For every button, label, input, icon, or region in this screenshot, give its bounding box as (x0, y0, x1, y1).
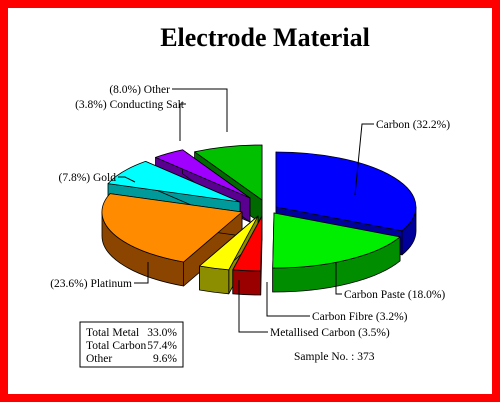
slice-label-metallised-carbon: Metallised Carbon (3.5%) (270, 327, 390, 339)
leader-line-carbon (354, 123, 374, 196)
leader-line-conducting-salt (179, 103, 186, 141)
slice-label-platinum: (23.6%) Platinum (50, 278, 132, 290)
slice-labels: Carbon (32.2%) Carbon Paste (18.0%) Carbon… (50, 84, 450, 339)
sample-number: Sample No. : 373 (294, 351, 375, 363)
summary-label-other: Other (86, 353, 112, 365)
slice-label-carbon-fibre: Carbon Fibre (3.2%) (312, 311, 408, 323)
summary-box: Total Metal 33.0% Total Carbon 57.4% Oth… (79, 321, 184, 368)
leader-line-other (172, 88, 228, 132)
leader-line-gold (118, 176, 136, 183)
slice-label-carbon: Carbon (32.2%) (376, 119, 450, 131)
slice-label-carbon-paste: Carbon Paste (18.0%) (344, 289, 445, 301)
leader-line-platinum (134, 262, 149, 284)
slice-label-conducting-salt: (3.8%) Conducting Salt (75, 99, 185, 111)
summary-box-border (79, 321, 184, 368)
summary-value-metal: 33.0% (147, 327, 177, 339)
chart-title: Electrode Material (160, 23, 370, 52)
summary-label-carbon: Total Carbon (86, 340, 146, 352)
summary-label-metal: Total Metal (86, 327, 139, 339)
leader-line-carbon-paste (335, 262, 342, 295)
slice-label-gold: (7.8%) Gold (59, 172, 117, 184)
summary-value-other: 9.6% (153, 353, 177, 365)
slice-label-other: (8.0%) Other (109, 84, 170, 96)
leader-line-metallised-carbon (238, 280, 268, 333)
slice-carbon-fibre (232, 215, 263, 296)
slice-platinum (101, 193, 243, 287)
summary-value-carbon: 57.4% (147, 340, 177, 352)
leader-line-carbon-fibre (266, 282, 310, 317)
pie-slices (101, 144, 417, 296)
